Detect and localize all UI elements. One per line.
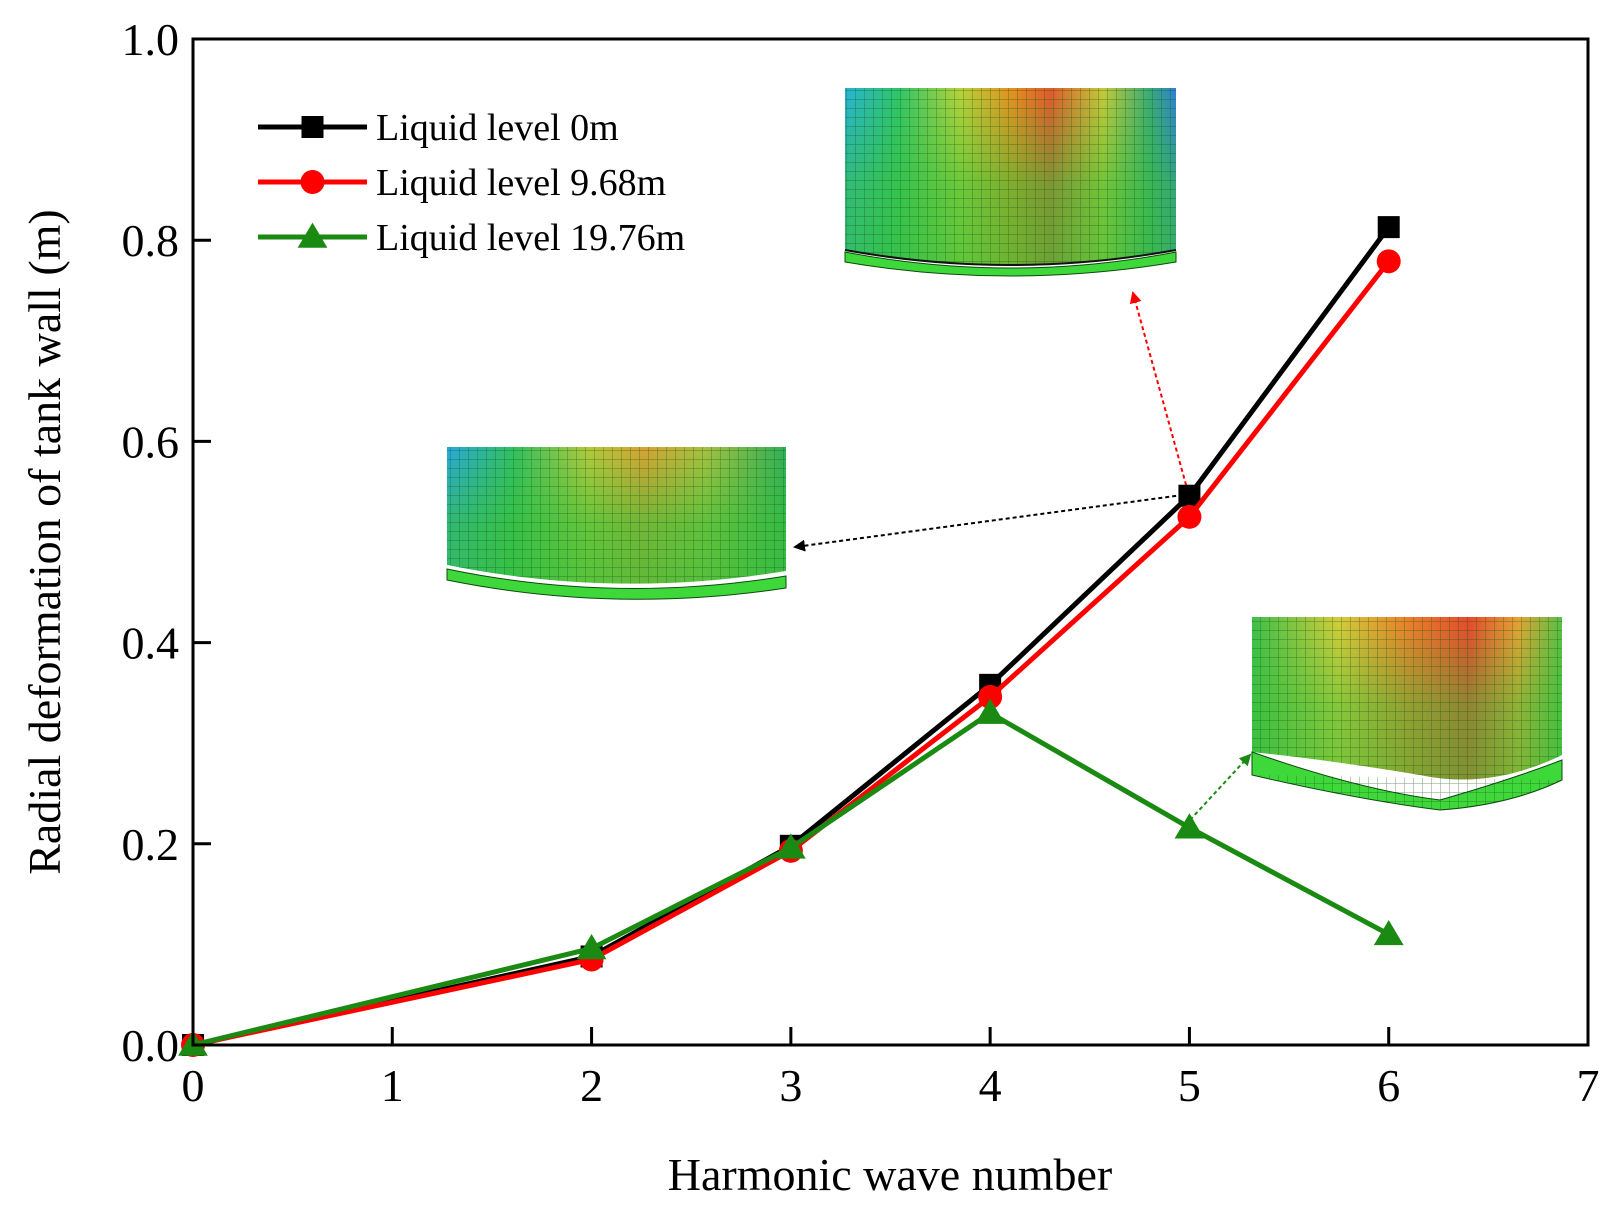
annotation-arrow-red xyxy=(1133,293,1188,492)
x-tick-label-6: 6 xyxy=(1377,1060,1400,1111)
y-tick-label-1-0: 1.0 xyxy=(122,14,180,65)
y-tick-label-0-6: 0.6 xyxy=(122,416,180,467)
annotation-arrow-green xyxy=(1190,755,1250,820)
chart: 0 1 2 3 4 5 6 7 0.0 0.2 0.4 0.6 0.8 1.0 Harmonic wav… xyxy=(0,0,1617,1207)
series-liquid-level-19-76m xyxy=(178,699,1403,1056)
x-tick-label-4: 4 xyxy=(979,1060,1002,1111)
legend-item-liquid-level-0m: Liquid level 0m xyxy=(258,107,619,149)
legend-marker-liquid-level-0m xyxy=(302,116,324,138)
data-point-liquid-level-0m-x6 xyxy=(1378,216,1400,238)
legend-item-liquid-level-19-76m: Liquid level 19.76m xyxy=(258,217,685,259)
data-point-liquid-level-19-76m-x6 xyxy=(1374,920,1404,945)
x-tick-label-7: 7 xyxy=(1577,1060,1600,1111)
x-axis-title: Harmonic wave number xyxy=(668,1149,1113,1200)
legend-label-liquid-level-0m: Liquid level 0m xyxy=(376,107,619,149)
y-axis-title: Radial deformation of tank wall (m) xyxy=(19,209,70,875)
y-tick-label-0-4: 0.4 xyxy=(122,618,180,669)
data-point-liquid-level-19-76m-x5 xyxy=(1175,813,1205,838)
x-tick-label-1: 1 xyxy=(381,1060,404,1111)
series-line-liquid-level-19-76m xyxy=(193,713,1389,1045)
x-axis: 0 1 2 3 4 5 6 7 xyxy=(182,1027,1600,1111)
x-tick-label-3: 3 xyxy=(779,1060,802,1111)
legend-label-liquid-level-19-76m: Liquid level 19.76m xyxy=(376,217,685,259)
legend-marker-liquid-level-9-68m xyxy=(301,170,325,194)
x-tick-label-2: 2 xyxy=(580,1060,603,1111)
legend-label-liquid-level-9-68m: Liquid level 9.68m xyxy=(376,162,666,204)
x-tick-label-0: 0 xyxy=(182,1060,205,1111)
series-line-liquid-level-0m xyxy=(193,227,1389,1045)
inset-image-mode5-liquid-9-68m xyxy=(447,447,786,599)
series-line-liquid-level-9-68m xyxy=(193,261,1389,1045)
legend: Liquid level 0m Liquid level 9.68m Liquid … xyxy=(258,107,685,259)
series-liquid-level-9-68m xyxy=(181,249,1401,1057)
y-tick-label-0-8: 0.8 xyxy=(122,215,180,266)
legend-item-liquid-level-9-68m: Liquid level 9.68m xyxy=(258,162,666,204)
inset-image-mode5-liquid-0m xyxy=(845,88,1176,276)
data-point-liquid-level-9-68m-x6 xyxy=(1377,249,1401,273)
x-tick-label-5: 5 xyxy=(1178,1060,1201,1111)
y-axis: 0.0 0.2 0.4 0.6 0.8 1.0 xyxy=(122,14,212,1071)
data-point-liquid-level-9-68m-x5 xyxy=(1177,505,1201,529)
series-layer xyxy=(178,216,1403,1057)
inset-image-mode5-liquid-19-76m xyxy=(1252,617,1562,810)
annotation-arrow-black xyxy=(795,494,1190,547)
y-tick-label-0-0: 0.0 xyxy=(122,1020,180,1071)
series-liquid-level-0m xyxy=(182,216,1400,1056)
y-tick-label-0-2: 0.2 xyxy=(122,819,180,870)
